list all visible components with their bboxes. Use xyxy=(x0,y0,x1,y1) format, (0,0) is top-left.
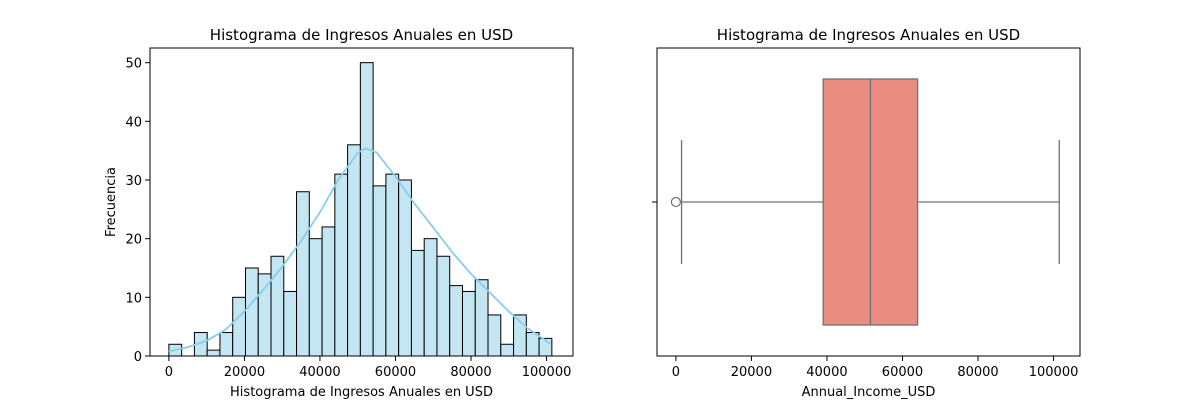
histogram-bar xyxy=(423,238,438,357)
histogram-bar xyxy=(385,173,400,357)
histogram-panel: 0 20000 40000 60000 80000 100000 01020304050 … xyxy=(104,26,574,400)
histogram-bar xyxy=(500,343,515,357)
histogram-x-tick-label: 0 xyxy=(165,365,173,380)
histogram-x-ticks: 0 20000 40000 60000 80000 100000 xyxy=(165,356,572,380)
histogram-x-tick-label: 60000 xyxy=(375,365,416,380)
histogram-y-tick-label: 10 xyxy=(125,291,142,306)
histogram-bar xyxy=(525,332,540,357)
histogram-y-tick-label: 50 xyxy=(125,57,142,72)
boxplot-x-tick-label: 80000 xyxy=(957,365,998,380)
boxplot-axes-frame xyxy=(656,47,1081,357)
histogram-x-tick-label: 100000 xyxy=(522,365,572,380)
histogram-x-tick-label: 20000 xyxy=(224,365,265,380)
boxplot-shapes xyxy=(670,78,1060,326)
histogram-bar xyxy=(436,255,451,357)
histogram-bar xyxy=(334,173,349,357)
histogram-bar xyxy=(372,185,387,357)
histogram-y-ticks: 0 10 20 30 40 50 xyxy=(125,57,150,365)
histogram-bar xyxy=(410,249,425,357)
histogram-bar xyxy=(232,296,246,357)
histogram-bar xyxy=(347,144,361,357)
boxplot-x-label: Annual_Income_USD xyxy=(802,385,936,400)
histogram-bar xyxy=(487,314,502,357)
histogram-bar xyxy=(244,267,259,357)
histogram-bar xyxy=(398,179,412,357)
outlier-point xyxy=(670,196,681,208)
histogram-x-tick-label: 80000 xyxy=(450,365,491,380)
histogram-bar xyxy=(359,62,374,357)
histogram-bar xyxy=(206,349,221,357)
histogram-bars xyxy=(168,62,553,357)
histogram-bar xyxy=(449,285,463,357)
boxplot-x-tick-label: 20000 xyxy=(731,365,772,380)
histogram-bar xyxy=(283,290,298,357)
histogram-y-tick-label: 0 xyxy=(134,350,142,365)
histogram-bar xyxy=(308,238,323,357)
histogram-x-label: Histograma de Ingresos Anuales en USD xyxy=(230,385,493,400)
boxplot-x-tick-label: 60000 xyxy=(882,365,923,380)
boxplot-panel: 0 20000 40000 60000 80000 100000 Histograma d… xyxy=(652,26,1081,400)
histogram-bar xyxy=(257,273,272,357)
kde-curve xyxy=(168,147,551,353)
histogram-bar xyxy=(296,191,310,357)
histogram-bar xyxy=(321,226,336,357)
boxplot-x-ticks: 0 20000 40000 60000 80000 100000 xyxy=(672,356,1079,380)
histogram-y-tick-label: 30 xyxy=(125,174,142,189)
histogram-title: Histograma de Ingresos Anuales en USD xyxy=(210,26,513,44)
histogram-bar xyxy=(219,332,234,357)
boxplot-x-tick-label: 40000 xyxy=(806,365,847,380)
histogram-x-tick-label: 40000 xyxy=(299,365,340,380)
boxplot-title: Histograma de Ingresos Anuales en USD xyxy=(717,26,1020,44)
histogram-bar xyxy=(474,279,489,357)
boxplot-x-tick-label: 0 xyxy=(672,365,680,380)
histogram-y-tick-label: 40 xyxy=(125,115,142,130)
histogram-y-tick-label: 20 xyxy=(125,233,142,248)
histogram-y-label: Frecuencia xyxy=(104,167,119,237)
boxplot-x-tick-label: 100000 xyxy=(1029,365,1079,380)
histogram-bar xyxy=(461,290,476,357)
histogram-axes-frame xyxy=(149,47,574,357)
